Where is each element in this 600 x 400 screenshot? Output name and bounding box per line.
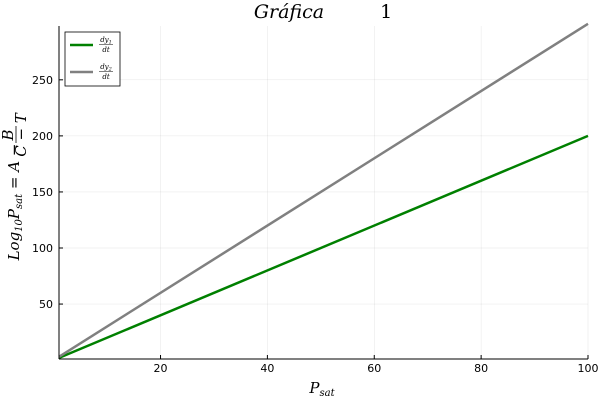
svg-text:dy2: dy2 [100, 63, 112, 73]
series-lines [58, 22, 589, 360]
y-tick-label: 250 [32, 74, 53, 87]
x-ticks: 20 40 60 80 100 [154, 355, 599, 375]
legend-entry-1: dy1 dt [70, 36, 113, 54]
series-line-2 [58, 22, 589, 358]
y-label-frac-den: C − T [12, 112, 30, 157]
svg-text:dt: dt [102, 46, 109, 54]
svg-text:Log10Psat = A −: Log10Psat = A − [5, 144, 25, 262]
chart-title: Gráfica 1 [254, 1, 392, 23]
legend: dy1 dt dy2 dt [64, 31, 121, 87]
svg-text:dy1: dy1 [100, 36, 112, 46]
x-tick-label: 60 [367, 362, 381, 375]
y-axis-label: Log10Psat = A − B C − T [0, 112, 30, 261]
x-tick-label: 80 [474, 362, 488, 375]
y-tick-label: 50 [39, 298, 53, 311]
y-tick-label: 150 [32, 186, 53, 199]
x-tick-label: 40 [260, 362, 274, 375]
legend-box [64, 31, 121, 87]
legend-entry-2: dy2 dt [70, 63, 113, 81]
y-ticks: 50 100 150 200 250 [32, 74, 63, 311]
y-tick-label: 200 [32, 130, 53, 143]
y-tick-label: 100 [32, 242, 53, 255]
x-tick-label: 100 [578, 362, 599, 375]
axes [58, 26, 588, 360]
x-axis-label: Psat [308, 379, 335, 399]
y-label-frac-num: B [0, 129, 17, 141]
x-tick-label: 20 [154, 362, 168, 375]
series-line-1 [58, 134, 589, 360]
grid [59, 26, 589, 359]
svg-text:dt: dt [102, 73, 109, 81]
